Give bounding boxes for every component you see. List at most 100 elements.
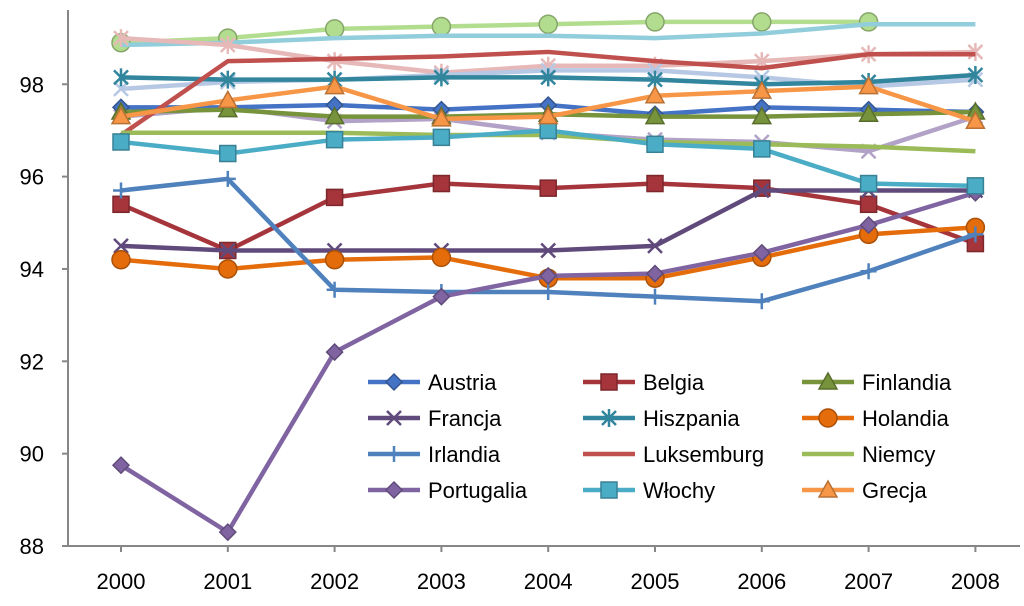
legend-label: Portugalia (428, 478, 528, 503)
data-point-finlandia (217, 99, 239, 118)
y-tick-label: 96 (20, 165, 44, 190)
data-point-irlandia (219, 170, 236, 187)
legend-label: Niemcy (862, 442, 935, 467)
data-point-belgia (859, 195, 878, 214)
legend-swatch-marker (386, 410, 402, 426)
axes: 88 90 92 94 96 98 2000 2001 2002 2003 2004 2005 2006… (20, 10, 1020, 594)
data-point-finlandia (751, 106, 773, 125)
data-point-irlandia (860, 263, 877, 280)
legend-label: Francja (428, 406, 502, 431)
legend-entry-grecja: Grecja (802, 478, 928, 503)
legend-entry-austria: Austria (368, 370, 497, 395)
data-point-irlandia (753, 293, 770, 310)
data-point-unlabeled-14 (219, 36, 236, 55)
series-w-ochy (112, 121, 985, 195)
legend-label: Irlandia (428, 442, 501, 467)
legend-swatch-marker (384, 480, 404, 500)
data-point-unlabeled-12 (645, 12, 665, 32)
data-point-grecja (965, 110, 986, 129)
x-tick-label: 2006 (737, 569, 786, 594)
series-line-unlabeled-12 (120, 19, 869, 45)
legend-entry-irlandia: Irlandia (368, 442, 501, 467)
data-point-belgia (539, 179, 557, 197)
data-point-unlabeled-14 (967, 42, 984, 61)
series-line-luksemburg (119, 49, 976, 137)
y-tick-label: 98 (20, 72, 44, 97)
y-tick-label: 88 (20, 534, 44, 559)
legend-entry-portugalia: Portugalia (368, 478, 528, 503)
legend-label: Belgia (643, 370, 705, 395)
data-point-irlandia (540, 284, 557, 301)
data-point-portugalia (752, 243, 771, 262)
data-point-w-ochy (859, 174, 878, 193)
y-tick-label: 92 (20, 349, 44, 374)
data-point-portugalia (859, 216, 878, 235)
data-point-w-ochy (112, 133, 130, 151)
data-point-portugalia (111, 456, 131, 475)
data-point-unlabeled-12 (538, 14, 558, 34)
data-point-grecja (431, 108, 452, 127)
series-luksemburg (119, 49, 976, 137)
data-point-w-ochy (325, 130, 344, 149)
legend-label: Holandia (862, 406, 950, 431)
y-tick-label: 94 (20, 257, 44, 282)
data-point-belgia (646, 174, 664, 193)
data-point-holandia (218, 259, 238, 279)
x-tick-label: 2005 (631, 569, 680, 594)
data-point-w-ochy (539, 121, 557, 140)
data-point-unlabeled-12 (324, 19, 345, 39)
data-point-portugalia (218, 523, 237, 542)
legend-entry-luksemburg: Luksemburg (583, 442, 764, 467)
data-point-hiszpania (433, 68, 450, 87)
data-point-belgia (432, 174, 451, 193)
data-point-grecja (751, 80, 773, 99)
data-point-finlandia (324, 106, 345, 125)
data-point-portugalia (432, 287, 451, 306)
data-point-grecja (858, 76, 879, 95)
data-point-hiszpania (219, 70, 236, 89)
data-point-hiszpania (113, 68, 129, 87)
data-point-unlabeled-16 (113, 80, 129, 97)
series-unlabeled-13 (120, 21, 976, 48)
legend-label: Luksemburg (643, 442, 764, 467)
data-point-francja (647, 237, 663, 254)
x-tick-label: 2004 (524, 569, 573, 594)
legend-entry-w-ochy: Włochy (583, 478, 715, 503)
data-point-w-ochy (966, 177, 985, 195)
legend-label: Finlandia (862, 370, 952, 395)
series-layer (110, 12, 986, 542)
data-point-unlabeled-12 (752, 12, 772, 32)
legend-label: Austria (428, 370, 497, 395)
y-tick-label: 90 (20, 442, 44, 467)
data-point-grecja (110, 106, 132, 125)
data-point-irlandia (326, 281, 343, 298)
series-portugalia (111, 183, 985, 542)
x-tick-label: 2002 (310, 569, 359, 594)
data-point-finlandia (644, 106, 666, 125)
data-point-irlandia (967, 226, 984, 243)
data-point-unlabeled-14 (326, 52, 343, 71)
data-point-grecja (537, 106, 559, 125)
x-tick-label: 2003 (417, 569, 466, 594)
data-point-portugalia (645, 264, 665, 283)
data-point-w-ochy (219, 144, 237, 163)
series-line-unlabeled-13 (120, 21, 976, 48)
legend-swatch-marker (384, 372, 404, 392)
legend-swatch-marker (817, 479, 839, 498)
data-point-unlabeled-14 (113, 29, 129, 48)
data-point-belgia (325, 188, 344, 207)
legend-swatch-marker (386, 446, 402, 462)
data-point-irlandia (113, 182, 129, 199)
legend-label: Grecja (862, 478, 928, 503)
legend-entry-belgia: Belgia (583, 370, 705, 395)
series-belgia (112, 174, 985, 260)
data-point-portugalia (539, 266, 558, 285)
data-point-francja (753, 182, 770, 199)
data-point-irlandia (647, 288, 663, 305)
legend-entry-finlandia: Finlandia (802, 370, 952, 395)
legend-swatch-marker (817, 371, 839, 390)
data-point-finlandia (858, 103, 879, 123)
data-point-francja (113, 237, 129, 254)
